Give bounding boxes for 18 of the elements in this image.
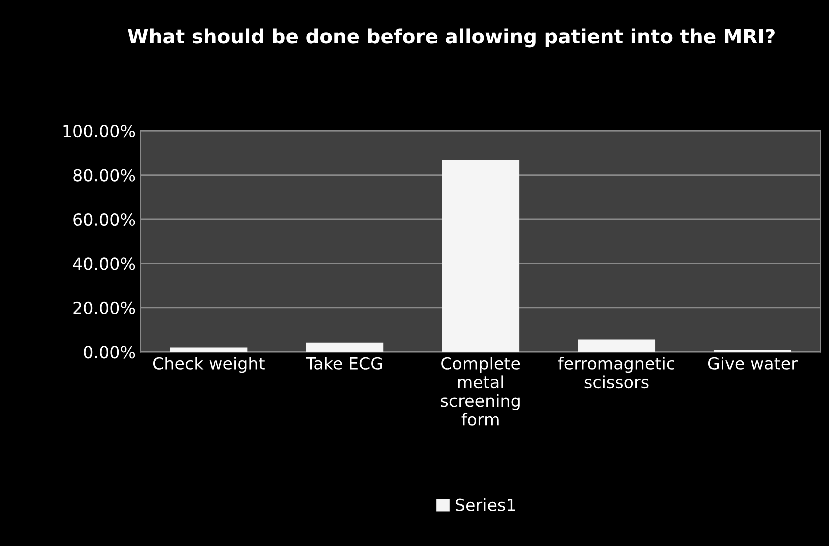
- x-tick-label: Complete metal screening form: [441, 357, 520, 426]
- y-tick-label: 60.00%: [74, 213, 136, 226]
- x-tick-label: Give water: [708, 357, 798, 370]
- bar: [714, 350, 792, 352]
- y-tick-label: 20.00%: [74, 302, 136, 315]
- legend-label: Series1: [456, 498, 516, 512]
- y-tick-label: 0.00%: [84, 346, 136, 359]
- y-tick-label: 40.00%: [73, 258, 136, 270]
- bar: [170, 348, 248, 352]
- bar: [578, 340, 656, 352]
- bar: [442, 160, 520, 352]
- bar: [306, 342, 384, 352]
- x-tick-label: ferromagnetic scissors: [558, 357, 675, 389]
- chart-title: What should be done before allowing patient into the MRI?: [128, 28, 775, 48]
- y-tick-label: 80.00%: [74, 169, 136, 182]
- x-tick-label: Check weight: [153, 357, 265, 374]
- x-tick-label: Take ECG: [306, 357, 382, 370]
- y-tick-label: 100.00%: [64, 125, 136, 138]
